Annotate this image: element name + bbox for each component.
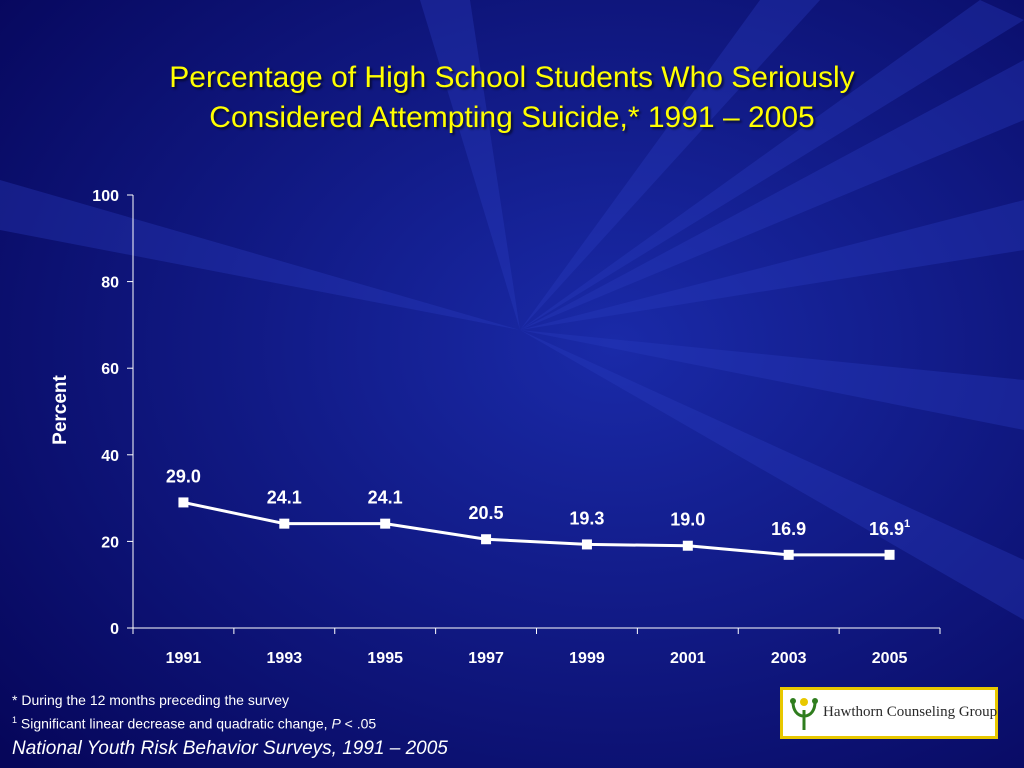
footnote-2: 1 Significant linear decrease and quadra…	[12, 710, 376, 734]
x-tick-label: 1995	[367, 650, 403, 667]
tree-icon	[790, 698, 818, 730]
data-label: 20.5	[469, 503, 504, 523]
title-line-1: Percentage of High School Students Who S…	[169, 61, 855, 94]
data-label: 24.1	[368, 488, 403, 508]
data-label: 19.3	[569, 508, 604, 528]
logo: Hawthorn Counseling Group	[780, 687, 998, 739]
y-tick-label: 40	[101, 448, 119, 465]
page-title: Percentage of High School Students Who S…	[62, 58, 962, 138]
data-label: 19.0	[670, 510, 705, 530]
data-label: 16.91	[869, 518, 910, 539]
y-tick-label: 20	[101, 534, 119, 551]
data-point	[884, 549, 895, 560]
y-axis-label: Percent	[50, 374, 71, 444]
footnote-1: * During the 12 months preceding the sur…	[12, 692, 290, 708]
x-tick-label: 1991	[166, 650, 202, 667]
data-point	[783, 549, 794, 560]
data-label: 24.1	[267, 488, 302, 508]
footnotes: * During the 12 months preceding the sur…	[12, 690, 376, 734]
data-point	[178, 497, 189, 508]
x-tick-label: 2005	[872, 650, 908, 667]
y-tick-label: 100	[92, 188, 119, 205]
data-label-superscript: 1	[904, 518, 910, 530]
footnote-2-marker: 1	[12, 715, 18, 725]
logo-text: Hawthorn Counseling Group	[823, 704, 998, 720]
y-tick-label: 0	[110, 621, 119, 638]
footnote-2-p: P	[331, 715, 341, 732]
x-tick-label: 1997	[468, 650, 504, 667]
title-line-2: Considered Attempting Suicide,* 1991 – 2…	[209, 101, 815, 134]
x-tick-label: 1993	[267, 650, 303, 667]
source-citation: National Youth Risk Behavior Surveys, 19…	[12, 738, 448, 759]
data-point	[481, 534, 492, 545]
series-line	[183, 500, 890, 557]
x-tick-label: 2003	[771, 650, 807, 667]
footnote-2-text: Significant linear decrease and quadrati…	[17, 715, 332, 732]
data-point	[682, 540, 693, 551]
y-tick-label: 80	[101, 275, 119, 292]
data-point	[581, 539, 592, 550]
data-point	[380, 518, 391, 529]
x-tick-label: 1999	[569, 650, 605, 667]
data-label: 16.9	[771, 519, 806, 539]
data-label: 29.0	[166, 466, 201, 486]
footnote-2-tail: < .05	[340, 715, 377, 732]
data-point	[279, 518, 290, 529]
y-tick-label: 60	[101, 361, 119, 378]
x-tick-label: 2001	[670, 650, 706, 667]
